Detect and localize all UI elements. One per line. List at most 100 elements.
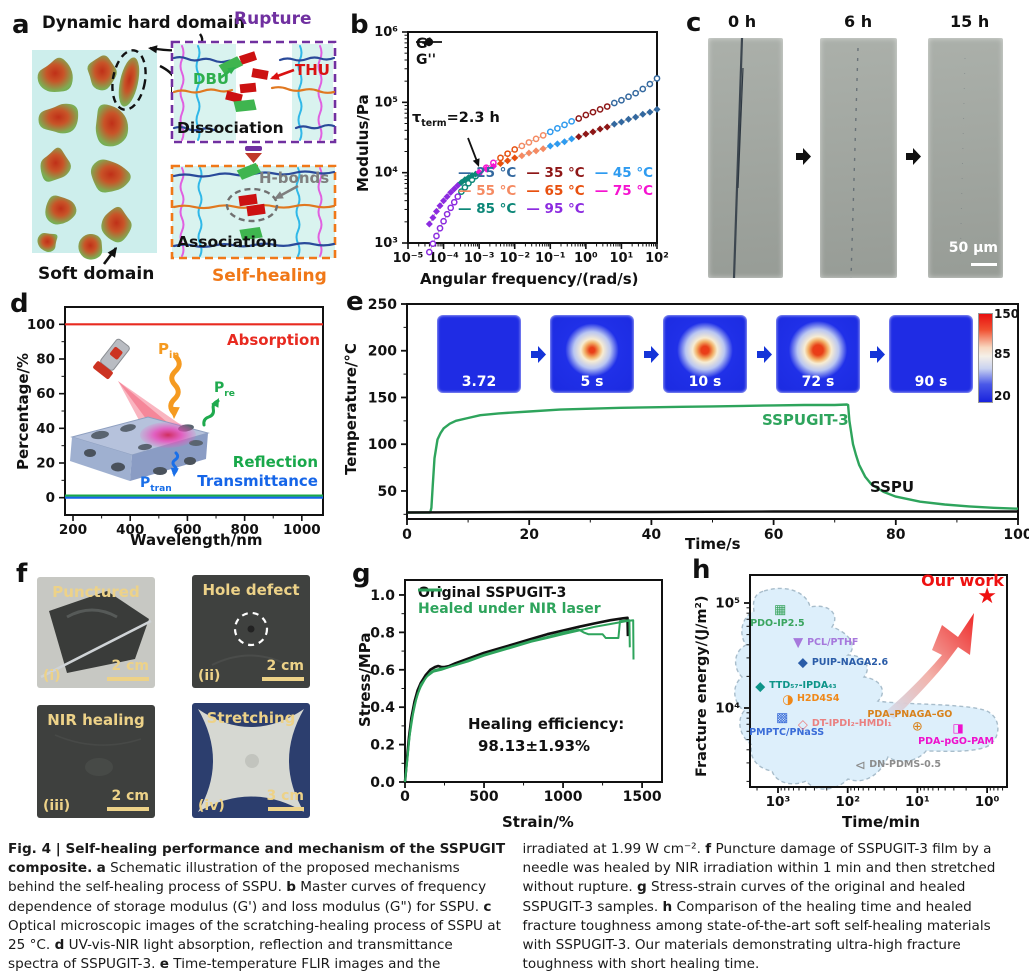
svg-text:0.6: 0.6 — [370, 663, 395, 679]
temperature-legend-item: — 95 °C — [526, 201, 585, 217]
svg-text:500: 500 — [469, 789, 498, 805]
temperature-legend: — 25 °C — 35 °C — 45 °C — 55 °C — 65 °C — 75 … — [458, 165, 653, 217]
material-data-point: ▼ — [793, 635, 804, 651]
svg-text:60: 60 — [764, 527, 784, 543]
svg-text:0: 0 — [46, 490, 55, 506]
micrograph-15h: 50 μm — [928, 38, 1003, 278]
photo-hole-defect: Hole defect (ii) 2 cm — [192, 575, 310, 688]
micrograph-0h — [708, 38, 783, 278]
svg-text:10⁰: 10⁰ — [975, 794, 1000, 810]
svg-text:10⁰: 10⁰ — [574, 251, 598, 266]
caption-text-run: f — [705, 841, 712, 857]
photo-index: (i) — [43, 668, 61, 684]
photo-scale-bar — [107, 807, 149, 811]
panel-a: a Dynamic hard domain Rupture DBU THU Di… — [0, 0, 340, 290]
temperature-legend-item: — 55 °C — [458, 183, 517, 199]
micrograph-time-15h: 15 h — [950, 12, 990, 31]
colorbar-mid: 85 — [994, 347, 1011, 361]
caption-text-run: Puncture damage of SSPUGIT-3 film by a n… — [522, 841, 996, 896]
legend-item: G'' — [416, 37, 442, 68]
svg-text:10³: 10³ — [374, 236, 398, 251]
flir-frame-time: 90 s — [914, 374, 948, 390]
temperature-legend-item: — 75 °C — [594, 183, 654, 199]
micrograph-6h — [820, 38, 897, 278]
arrow-right-icon — [644, 346, 659, 363]
micrograph-time-6h: 6 h — [844, 12, 873, 31]
caption-text-run: Stress-strain curves of the original and… — [522, 879, 966, 915]
svg-text:10¹: 10¹ — [905, 794, 930, 810]
colorbar-min: 20 — [994, 389, 1011, 403]
svg-text:800: 800 — [231, 522, 259, 538]
scale-bar-label: 50 μm — [948, 240, 998, 256]
caption-text-run: UV-vis-NIR light absorption, reflection … — [8, 937, 453, 973]
panel-d-label: d — [10, 289, 29, 319]
svg-text:10⁵: 10⁵ — [715, 596, 740, 612]
caption-text-run: Schematic illustration of the proposed m… — [8, 860, 460, 896]
flir-frame-time: 72 s — [801, 374, 835, 390]
temperature-legend-item: — 85 °C — [458, 201, 517, 217]
svg-text:100: 100 — [1003, 527, 1029, 543]
svg-text:400: 400 — [116, 522, 144, 538]
svg-text:40: 40 — [642, 527, 662, 543]
panel-c: c 0 h 6 h 15 h 50 μm — [670, 0, 1029, 290]
association-label: Association — [177, 233, 278, 251]
panel-h: 10³ 10² 10¹ 10⁰ 10⁴ 10⁵ h Fracture energy/(J/… — [680, 555, 1029, 835]
svg-text:250: 250 — [368, 297, 397, 313]
material-label: H2D4S4 — [796, 692, 840, 704]
material-data-point: ◑ — [782, 692, 794, 708]
svg-text:100: 100 — [27, 317, 55, 333]
flir-frame: 72 s — [776, 315, 860, 393]
material-data-point: ▩ — [776, 710, 789, 726]
material-data-point: ◆ — [755, 679, 766, 695]
sspu-curve-label: SSPU — [870, 478, 915, 496]
caption-text-run: Time-temperature FLIR images and the cor… — [173, 956, 441, 973]
panel-h-label: h — [692, 555, 711, 585]
arrow-right-icon — [796, 148, 811, 165]
thu-label: THU — [295, 61, 330, 79]
material-label: DN-PDMS-0.5 — [869, 759, 941, 771]
scale-bar — [971, 263, 997, 266]
stress-strain-chart: 0 500 1000 1500 0.0 0.2 0.4 0.6 0.8 1.0 — [370, 579, 663, 805]
svg-text:20: 20 — [36, 456, 55, 472]
temperature-legend-item: — 35 °C — [526, 165, 585, 181]
photo-title: Stretching — [206, 709, 296, 727]
svg-text:50: 50 — [378, 484, 398, 500]
photo-index: (ii) — [198, 668, 221, 684]
arrow-right-icon — [870, 346, 885, 363]
flir-frame-time: 3.72 — [461, 374, 497, 390]
dissociation-label: Dissociation — [177, 119, 284, 137]
flir-colorbar — [978, 313, 993, 403]
svg-text:10²: 10² — [835, 794, 860, 810]
modulus-legend: G' G'' — [416, 36, 442, 68]
temperature-legend-item: — 65 °C — [526, 183, 585, 199]
photo-scale-label: 3 cm — [266, 788, 304, 804]
panel-d: 200 400 600 800 1000 0 20 40 60 80 100 d Percentag… — [0, 285, 330, 555]
photo-scale-bar — [268, 807, 304, 811]
sspugit-curve-label: SSPUGIT-3 — [762, 411, 849, 429]
svg-text:1000: 1000 — [544, 789, 583, 805]
dbu-label: DBU — [193, 70, 230, 88]
caption-text-run: Comparison of the healing time and heale… — [522, 898, 991, 973]
svg-text:10⁻¹: 10⁻¹ — [535, 251, 566, 266]
photo-index: (iv) — [198, 798, 225, 814]
material-label: PDO-IP2.5 — [750, 618, 805, 630]
svg-text:10⁶: 10⁶ — [374, 25, 398, 40]
flir-frame-time: 5 s — [580, 374, 604, 390]
d-y-axis-title: Percentage/% — [14, 352, 32, 470]
svg-text:200: 200 — [368, 344, 397, 360]
flir-frame: 10 s — [663, 315, 747, 393]
svg-text:10¹: 10¹ — [610, 251, 634, 266]
panel-b: 10⁻⁵ 10⁻⁴ 10⁻³ 10⁻² 10⁻¹ 10⁰ 10¹ 10² 10³ 10⁴ 10⁵ 10… — [340, 0, 670, 290]
flir-frame-time: 10 s — [688, 374, 722, 390]
caption-text-run: Master curves of frequency dependence of… — [8, 879, 487, 915]
caption-text-run: d — [54, 937, 65, 954]
svg-text:0.0: 0.0 — [370, 775, 395, 791]
photo-title: Hole defect — [202, 581, 300, 599]
fracture-energy-chart: 10³ 10² 10¹ 10⁰ 10⁴ 10⁵ — [715, 574, 1008, 810]
svg-text:10³: 10³ — [766, 794, 791, 810]
svg-text:10⁴: 10⁴ — [715, 701, 740, 717]
uv-vis-nir-chart: 200 400 600 800 1000 0 20 40 60 80 100 — [27, 306, 324, 538]
caption-text-run: c — [483, 898, 492, 915]
arrow-right-icon — [906, 148, 921, 165]
